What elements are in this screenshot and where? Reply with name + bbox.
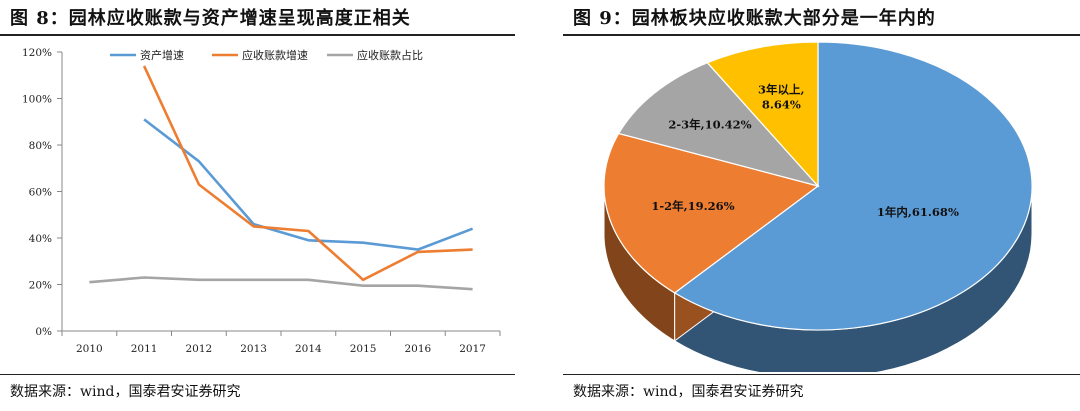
chart-title: 图 8：园林应收账款与资产增速呈现高度正相关: [10, 8, 411, 29]
x-tick-label: 2013: [240, 343, 267, 355]
source-rule: [0, 374, 515, 375]
x-tick-label: 2012: [186, 343, 213, 355]
x-tick-label: 2011: [131, 343, 158, 355]
pie-top: [603, 41, 1033, 331]
pie-slice-label: 2-3年,10.42%: [668, 118, 751, 132]
pie-slice-label: 1-2年,19.26%: [651, 199, 734, 213]
x-tick-label: 2016: [405, 343, 432, 355]
y-tick-label: 100%: [22, 94, 52, 106]
pie-slice: [706, 41, 819, 188]
chart-title: 图 9：园林板块应收账款大部分是一年内的: [573, 8, 936, 29]
pie-slice: [673, 41, 1033, 331]
line-chart-panel: 图 8：园林应收账款与资产增速呈现高度正相关 0% 20% 40% 60% 80% 100…: [0, 0, 515, 411]
legend-label: 资产增速: [140, 48, 184, 62]
x-tick-label: 2010: [76, 343, 103, 355]
pie-slice-label: 3年以上,: [758, 83, 805, 97]
pie-slice-label: 8.64%: [762, 98, 801, 112]
series-line: [143, 118, 474, 251]
pie-chart-panel: 图 9：园林板块应收账款大部分是一年内的 1年内,61.68% 1-2年,19.2…: [563, 0, 1080, 411]
y-tick-label: 0%: [35, 326, 52, 338]
pie-slice: [617, 61, 820, 188]
series-line: [142, 65, 473, 282]
title-rule: [0, 34, 515, 36]
source-note: 数据来源：wind，国泰君安证券研究: [10, 384, 241, 400]
legend-label: 应收账款增速: [242, 48, 308, 62]
source-rule: [563, 374, 1080, 375]
x-tick-label: 2017: [459, 343, 486, 355]
y-tick-label: 60%: [29, 187, 52, 199]
y-tick-label: 40%: [29, 233, 52, 245]
y-tick-label: 80%: [29, 140, 52, 152]
pie-slice-label: 1年内,61.68%: [877, 205, 959, 219]
pie-chart: 1年内,61.68% 1-2年,19.26% 2-3年,10.42% 3年以上,8.6…: [603, 41, 1033, 372]
legend-label: 应收账款占比: [357, 48, 423, 62]
source-note: 数据来源：wind，国泰君安证券研究: [573, 384, 804, 400]
x-tick-label: 2015: [350, 343, 377, 355]
series-line: [89, 276, 473, 291]
title-rule: [563, 34, 1080, 36]
line-chart: 0% 20% 40% 60% 80% 100% 120% 2010 2011 2012 2013 20…: [22, 47, 501, 355]
pie-slice: [603, 132, 820, 294]
x-tick-label: 2014: [295, 343, 322, 355]
y-tick-label: 120%: [22, 47, 52, 59]
y-tick-label: 20%: [29, 280, 52, 292]
